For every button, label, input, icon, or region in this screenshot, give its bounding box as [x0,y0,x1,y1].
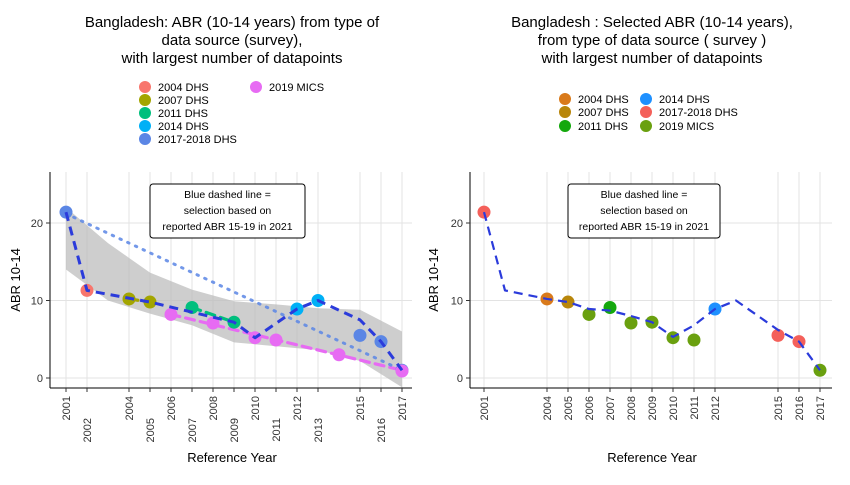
legend-swatch [139,133,151,145]
x-tick-label: 2013 [313,418,325,442]
y-tick-label: 0 [37,373,43,385]
legend-swatch [559,93,571,105]
chart-title-line: Bangladesh: ABR (10-14 years) from type … [85,14,380,31]
selection-dashed-line [64,211,404,372]
chart-title-line: with largest number of datapoints [121,50,343,67]
annotation-text: Blue dashed line = [601,189,688,201]
x-tick-label: 2004 [542,396,554,420]
x-tick-label: 2009 [229,418,241,442]
fit-line [190,305,236,324]
annotation-box [567,183,721,239]
x-tick-label: 2006 [166,396,178,420]
data-point [206,316,220,330]
selection-dashed-line [482,211,821,371]
left-chart-panel: Bangladesh: ABR (10-14 years) from type … [8,14,412,465]
x-tick-label: 2002 [82,418,94,442]
legend-swatch [640,93,652,105]
y-tick-label: 0 [457,373,463,385]
x-tick-label: 2005 [145,418,157,442]
x-tick-label: 2008 [208,396,220,420]
legend-label: 2007 DHS [158,95,209,107]
x-tick-label: 2009 [647,396,659,420]
legend-label: 2011 DHS [578,121,628,133]
confidence-ribbon [66,207,402,388]
y-tick-label: 20 [31,218,43,230]
x-tick-label: 2012 [292,396,304,420]
chart-title-line: data source (survey), [162,32,303,49]
x-tick-label: 2008 [626,396,638,420]
fit-line [64,212,404,372]
y-axis-title: ABR 10-14 [426,248,441,312]
legend-swatch [640,106,652,118]
x-tick-label: 2001 [61,396,73,420]
data-point [143,295,157,309]
annotation-text: Blue dashed line = [184,189,271,201]
data-point [332,348,346,362]
data-point [687,333,701,347]
legend-label: 2017-2018 DHS [659,107,738,119]
x-tick-label: 2016 [794,396,806,420]
legend-label: 2014 DHS [659,94,710,106]
x-tick-label: 2005 [563,396,575,420]
data-point [582,307,596,321]
x-tick-label: 2012 [710,396,722,420]
x-tick-label: 2015 [773,396,785,420]
data-point [771,328,785,342]
legend-label: 2007 DHS [578,107,629,119]
x-tick-label: 2010 [250,396,262,420]
legend-swatch [559,120,571,132]
x-tick-label: 2001 [479,396,491,420]
x-tick-label: 2007 [187,418,199,442]
data-point [269,333,283,347]
legend-label: 2019 MICS [269,82,324,94]
y-axis-title: ABR 10-14 [8,248,23,312]
annotation-text: reported ABR 15-19 in 2021 [579,221,709,233]
legend-label: 2011 DHS [158,108,208,120]
legend-label: 2014 DHS [158,121,209,133]
legend-swatch [139,107,151,119]
x-tick-label: 2011 [689,396,701,420]
data-point [603,300,617,314]
x-axis-title: Reference Year [607,450,697,465]
data-point [561,295,575,309]
x-tick-label: 2017 [815,396,827,420]
x-tick-label: 2004 [124,396,136,420]
data-point [164,307,178,321]
x-tick-label: 2015 [355,396,367,420]
data-point [624,316,638,330]
annotation-text: selection based on [600,205,688,217]
annotation-text: selection based on [184,205,272,217]
legend-swatch [139,81,151,93]
chart-title-line: from type of data source ( survey ) [538,32,766,49]
x-tick-label: 2016 [376,418,388,442]
x-tick-label: 2017 [397,396,409,420]
y-tick-label: 20 [451,218,463,230]
legend-label: 2019 MICS [659,121,714,133]
legend-label: 2017-2018 DHS [158,134,237,146]
legend-swatch [139,94,151,106]
x-tick-label: 2011 [271,418,283,442]
right-chart-panel: Bangladesh : Selected ABR (10-14 years),… [426,14,832,465]
legend-swatch [250,81,262,93]
x-tick-label: 2010 [668,396,680,420]
x-tick-label: 2007 [605,396,617,420]
legend-swatch [640,120,652,132]
data-point [353,328,367,342]
x-tick-label: 2006 [584,396,596,420]
legend-swatch [559,106,571,118]
y-tick-label: 10 [31,296,43,308]
annotation-text: reported ABR 15-19 in 2021 [162,221,292,233]
chart-title-line: Bangladesh : Selected ABR (10-14 years), [511,14,793,31]
x-axis-title: Reference Year [187,450,277,465]
legend-label: 2004 DHS [158,82,209,94]
annotation-box [149,183,306,239]
y-tick-label: 10 [451,296,463,308]
legend-swatch [139,120,151,132]
chart-title-line: with largest number of datapoints [541,50,763,67]
legend-label: 2004 DHS [578,94,629,106]
